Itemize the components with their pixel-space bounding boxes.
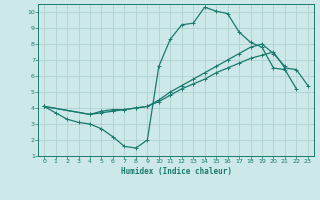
X-axis label: Humidex (Indice chaleur): Humidex (Indice chaleur) <box>121 167 231 176</box>
